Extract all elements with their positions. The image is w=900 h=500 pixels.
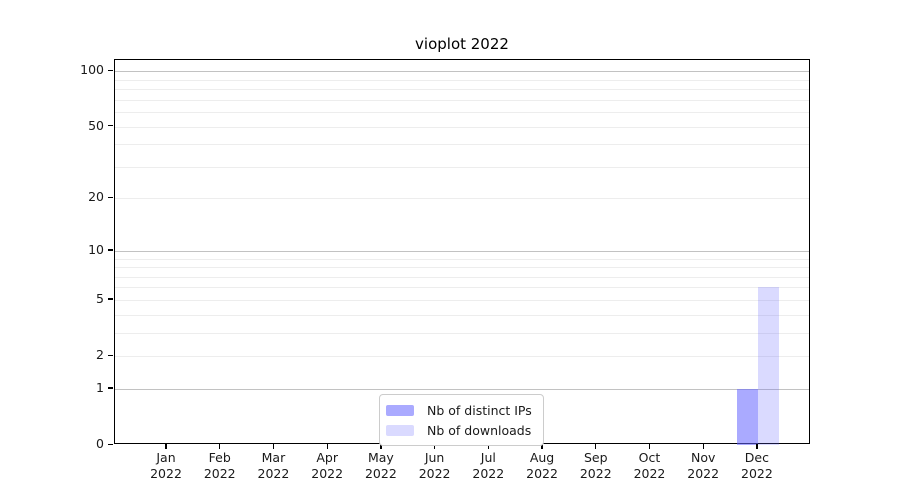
x-tick-mark	[541, 444, 543, 449]
x-tick-year: 2022	[257, 465, 290, 481]
y-tick-mark	[108, 443, 113, 445]
x-tick-mark	[756, 444, 758, 449]
bar-nb-of-distinct-ips	[736, 388, 758, 445]
x-tick-year: 2022	[364, 465, 397, 481]
y-tick-label: 50	[88, 117, 104, 133]
x-tick-label: Dec 2022	[725, 450, 789, 481]
x-tick-mark	[326, 444, 328, 449]
minor-gridline	[115, 276, 809, 278]
x-tick-mark	[595, 444, 597, 449]
x-tick-label: Mar 2022	[241, 450, 305, 481]
minor-gridline	[115, 166, 809, 168]
minor-gridline	[115, 314, 809, 316]
x-tick-year: 2022	[311, 465, 344, 481]
x-tick-mark	[272, 444, 275, 449]
x-tick-month: Nov	[690, 450, 716, 465]
x-tick-year: 2022	[203, 465, 236, 481]
major-gridline	[115, 71, 809, 73]
x-tick-mark	[648, 444, 651, 449]
y-tick-mark	[108, 387, 113, 389]
y-tick-label: 5	[96, 290, 104, 306]
legend-swatch-distinct-ips	[386, 404, 414, 416]
plot-area: Nb of distinct IPs Nb of downloads	[114, 59, 810, 446]
minor-gridline	[115, 99, 809, 101]
bar-nb-of-downloads	[757, 287, 779, 445]
minor-gridline	[115, 89, 809, 91]
legend-item: Nb of downloads	[386, 420, 537, 440]
x-tick-year: 2022	[150, 465, 182, 481]
x-tick-label: Jan 2022	[134, 450, 198, 481]
x-tick-year: 2022	[472, 465, 505, 481]
major-gridline	[115, 388, 809, 390]
y-tick-label: 2	[96, 347, 104, 363]
x-tick-year: 2022	[633, 465, 666, 481]
x-tick-label: Aug 2022	[510, 450, 574, 481]
x-tick-month: Dec	[744, 450, 769, 465]
x-tick-year: 2022	[526, 465, 558, 481]
x-tick-mark	[702, 444, 704, 449]
x-tick-month: May	[367, 450, 394, 465]
minor-gridline	[115, 287, 809, 289]
legend: Nb of distinct IPs Nb of downloads	[379, 394, 544, 446]
y-tick-mark	[108, 298, 113, 300]
x-tick-year: 2022	[418, 465, 451, 481]
x-tick-mark	[433, 444, 436, 449]
minor-gridline	[115, 299, 809, 301]
minor-gridline	[115, 112, 809, 114]
x-tick-label: May 2022	[349, 450, 413, 481]
minor-gridline	[115, 198, 809, 200]
x-tick-label: Feb 2022	[188, 450, 252, 481]
x-tick-year: 2022	[741, 465, 773, 481]
x-tick-month: Mar	[261, 450, 286, 465]
x-tick-month: Jan	[156, 450, 176, 465]
x-tick-mark	[165, 444, 167, 449]
x-tick-month: Apr	[316, 450, 338, 465]
x-tick-year: 2022	[579, 465, 612, 481]
x-tick-label: Jun 2022	[403, 450, 467, 481]
legend-label: Nb of distinct IPs	[427, 402, 532, 418]
y-tick-label: 10	[88, 241, 104, 257]
x-tick-mark	[487, 444, 489, 449]
x-tick-month: Oct	[638, 450, 661, 465]
y-tick-mark	[108, 69, 113, 71]
minor-gridline	[115, 356, 809, 358]
x-tick-label: Sep 2022	[564, 450, 628, 481]
major-gridline	[115, 250, 809, 252]
y-tick-mark	[108, 354, 113, 356]
legend-swatch-downloads	[386, 424, 414, 436]
x-tick-label: Nov 2022	[671, 450, 735, 481]
x-tick-label: Oct 2022	[617, 450, 681, 481]
y-tick-mark	[108, 125, 113, 127]
x-tick-label: Jul 2022	[456, 450, 520, 481]
x-tick-month: Sep	[583, 450, 608, 465]
minor-gridline	[115, 126, 809, 128]
minor-gridline	[115, 332, 809, 334]
chart-title: vioplot 2022	[415, 35, 509, 53]
minor-gridline	[115, 258, 809, 260]
y-tick-label: 1	[96, 379, 104, 395]
x-tick-mark	[380, 444, 382, 449]
minor-gridline	[115, 267, 809, 269]
x-tick-label: Apr 2022	[295, 450, 359, 481]
x-tick-year: 2022	[687, 465, 720, 481]
legend-item: Nb of distinct IPs	[386, 400, 537, 420]
minor-gridline	[115, 79, 809, 81]
y-tick-label: 100	[80, 62, 104, 78]
x-tick-month: Jul	[480, 450, 496, 465]
x-tick-month: Jun	[424, 450, 445, 465]
x-tick-mark	[219, 444, 221, 449]
y-tick-mark	[108, 249, 113, 251]
x-tick-month: Feb	[208, 450, 231, 465]
y-tick-label: 0	[96, 436, 104, 451]
y-tick-mark	[108, 196, 113, 199]
y-tick-label: 20	[88, 189, 104, 205]
minor-gridline	[115, 144, 809, 146]
x-tick-month: Aug	[529, 450, 555, 465]
legend-label: Nb of downloads	[427, 422, 532, 438]
